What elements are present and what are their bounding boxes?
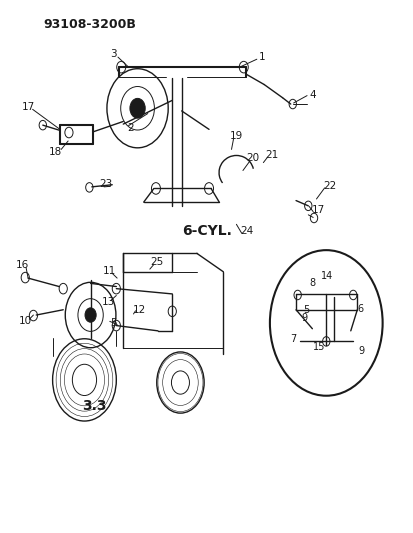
Text: 17: 17 (21, 102, 35, 112)
Text: 20: 20 (246, 153, 259, 163)
Text: 5: 5 (302, 305, 308, 315)
Text: 6-CYL.: 6-CYL. (182, 224, 231, 238)
Text: 17: 17 (311, 205, 324, 215)
Text: 16: 16 (15, 260, 28, 270)
Text: 5: 5 (110, 318, 117, 328)
Text: 1: 1 (258, 52, 265, 62)
Text: 2: 2 (127, 123, 133, 133)
Text: 8: 8 (309, 278, 315, 288)
Text: 18: 18 (49, 147, 62, 157)
Text: 25: 25 (150, 257, 164, 267)
Circle shape (85, 308, 96, 322)
Text: 22: 22 (322, 181, 335, 191)
Text: 14: 14 (320, 271, 333, 281)
Text: 13: 13 (101, 297, 114, 308)
Text: 7: 7 (290, 334, 296, 344)
Text: 3.3: 3.3 (82, 399, 107, 413)
Text: 3: 3 (110, 50, 117, 60)
Text: 19: 19 (229, 131, 242, 141)
Text: 9: 9 (300, 313, 306, 323)
Text: 23: 23 (99, 179, 112, 189)
Text: 6: 6 (356, 304, 362, 314)
Text: 10: 10 (19, 316, 32, 326)
Text: 4: 4 (309, 90, 315, 100)
Text: 15: 15 (312, 342, 325, 352)
Circle shape (130, 99, 145, 118)
Text: 24: 24 (240, 226, 253, 236)
Text: 11: 11 (102, 266, 115, 276)
Text: 21: 21 (264, 150, 278, 160)
Text: 93108-3200B: 93108-3200B (43, 19, 136, 31)
Text: 9: 9 (358, 346, 363, 356)
Text: 12: 12 (133, 305, 146, 315)
